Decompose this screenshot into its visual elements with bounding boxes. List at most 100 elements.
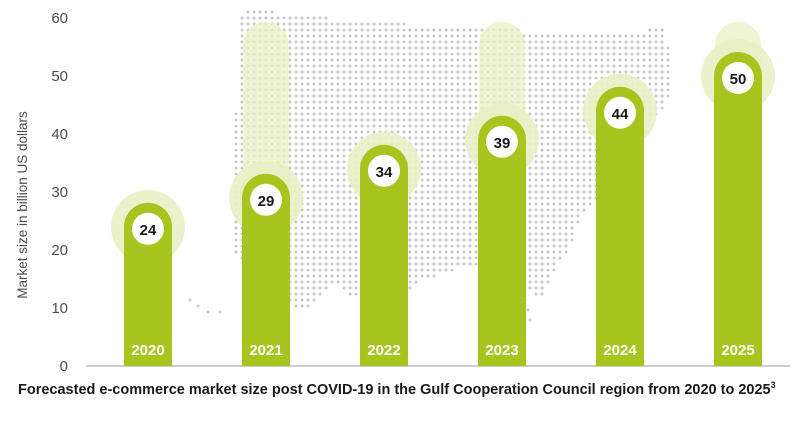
map-dot xyxy=(396,118,400,122)
map-dot xyxy=(372,100,376,104)
map-dot xyxy=(336,202,340,206)
map-dot xyxy=(240,28,244,32)
map-dot xyxy=(456,142,460,146)
map-dot xyxy=(276,16,280,20)
map-dot xyxy=(288,112,292,116)
map-dot xyxy=(342,154,346,158)
map-dot xyxy=(618,34,622,38)
map-dot xyxy=(546,88,550,92)
map-dot xyxy=(246,22,250,26)
map-dot xyxy=(438,28,442,32)
map-dot xyxy=(576,58,580,62)
map-dot xyxy=(450,244,454,248)
map-dot xyxy=(558,118,562,122)
map-dot xyxy=(570,40,574,44)
map-dot xyxy=(306,142,310,146)
map-dot xyxy=(306,202,310,206)
map-dot xyxy=(468,220,472,224)
map-dot xyxy=(588,160,592,164)
map-dot xyxy=(456,40,460,44)
map-dot xyxy=(468,238,472,242)
map-dot xyxy=(582,166,586,170)
map-dot xyxy=(312,118,316,122)
map-dot xyxy=(414,136,418,140)
map-dot xyxy=(354,82,358,86)
map-dot xyxy=(336,40,340,44)
map-dot xyxy=(342,130,346,134)
map-dot xyxy=(294,124,298,128)
map-dot xyxy=(438,118,442,122)
map-dot xyxy=(324,172,328,176)
map-dot xyxy=(444,190,448,194)
value-disk xyxy=(486,125,518,158)
map-dot xyxy=(294,22,298,26)
map-dot xyxy=(324,58,328,62)
map-dot xyxy=(534,64,538,68)
map-dot xyxy=(426,214,430,218)
map-dot xyxy=(582,40,586,44)
map-dot xyxy=(330,160,334,164)
map-dot xyxy=(462,154,466,158)
map-dot xyxy=(474,184,478,188)
map-dot xyxy=(468,70,472,74)
map-dot xyxy=(462,142,466,146)
map-dot xyxy=(294,112,298,116)
map-dot xyxy=(336,190,340,194)
map-dot xyxy=(330,64,334,68)
map-dot xyxy=(546,52,550,56)
map-dot xyxy=(570,136,574,140)
map-dot xyxy=(540,160,544,164)
map-dot xyxy=(558,94,562,98)
map-dot xyxy=(462,148,466,152)
caption-footnote-marker: 3 xyxy=(770,380,776,391)
value-disk xyxy=(604,96,636,129)
map-dot xyxy=(438,58,442,62)
map-dot xyxy=(402,130,406,134)
map-dot xyxy=(234,244,238,248)
map-dot xyxy=(444,178,448,182)
map-dot xyxy=(594,58,598,62)
map-dot xyxy=(564,40,568,44)
map-dot xyxy=(432,52,436,56)
map-dot xyxy=(576,178,580,182)
map-dot xyxy=(450,172,454,176)
map-dot xyxy=(558,112,562,116)
map-dot xyxy=(234,148,238,152)
map-dot xyxy=(426,172,430,176)
x-tick-label: 2024 xyxy=(603,342,637,359)
map-dot xyxy=(312,160,316,164)
map-dot xyxy=(408,70,412,74)
map-dot xyxy=(600,70,604,74)
y-tick-label: 60 xyxy=(51,10,68,27)
map-dot xyxy=(420,148,424,152)
map-dot xyxy=(444,226,448,230)
map-dot xyxy=(372,112,376,116)
map-dot xyxy=(306,298,310,302)
map-dot xyxy=(240,136,244,140)
map-dot xyxy=(552,232,556,236)
map-dot xyxy=(438,268,442,272)
map-dot xyxy=(300,46,304,50)
map-dot xyxy=(534,214,538,218)
map-dot xyxy=(444,124,448,128)
map-dot xyxy=(558,148,562,152)
map-dot xyxy=(660,82,664,86)
map-dot xyxy=(360,118,364,122)
map-dot xyxy=(546,250,550,254)
map-dot xyxy=(552,262,556,266)
map-dot xyxy=(384,82,388,86)
map-dot xyxy=(354,286,358,290)
map-dot xyxy=(648,28,652,32)
map-dot xyxy=(408,124,412,128)
map-dot xyxy=(294,304,298,308)
map-dot xyxy=(666,82,670,86)
map-dot xyxy=(606,40,610,44)
map-dot xyxy=(618,46,622,50)
map-dot xyxy=(396,82,400,86)
map-dot xyxy=(474,40,478,44)
map-dot xyxy=(654,94,658,98)
map-dot xyxy=(438,178,442,182)
map-dot xyxy=(432,268,436,272)
map-dot xyxy=(240,22,244,26)
map-dot xyxy=(438,166,442,170)
